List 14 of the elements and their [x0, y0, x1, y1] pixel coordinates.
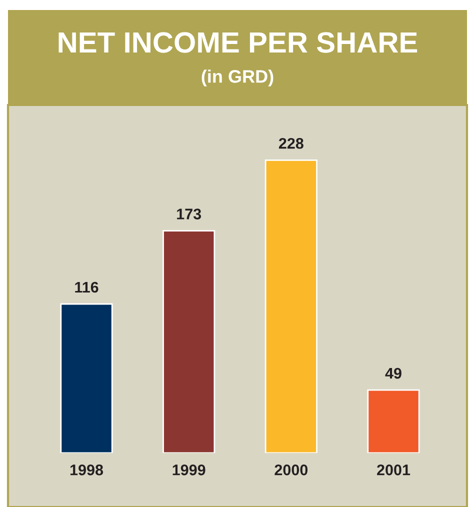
data-label: 116 [75, 282, 98, 293]
data-label: 173 [177, 208, 202, 220]
data-label: 228 [278, 138, 304, 149]
x-tick-label: 2000 [274, 464, 308, 476]
bar [264, 159, 318, 453]
bar [60, 303, 113, 453]
chart-subtitle: (in GRD) [202, 70, 274, 86]
x-tick-label: 1998 [70, 464, 104, 476]
bar [367, 389, 420, 453]
chart-title: NET INCOME PER SHARE [58, 32, 418, 53]
x-tick-label: 2001 [377, 464, 410, 476]
x-tick-label: 1999 [172, 464, 206, 476]
data-label: 49 [385, 368, 402, 379]
bar [162, 230, 216, 453]
